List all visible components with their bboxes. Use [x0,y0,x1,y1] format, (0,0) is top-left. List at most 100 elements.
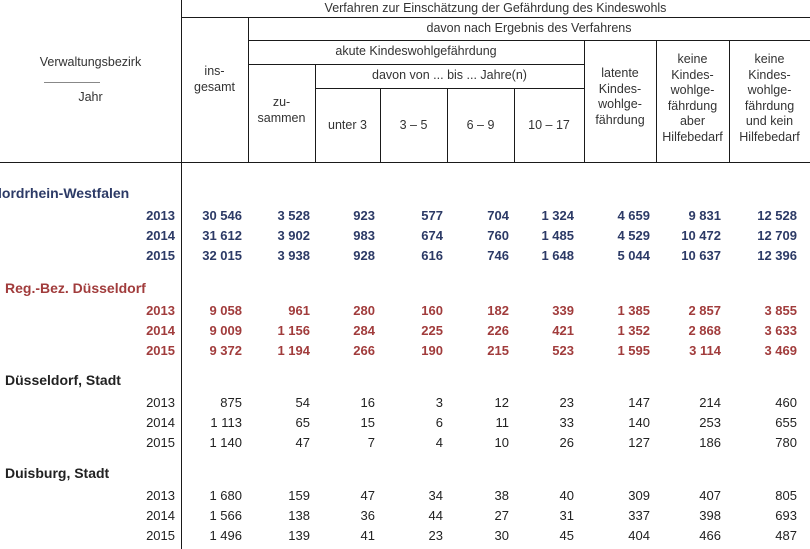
cell-value: 6 [435,415,443,430]
vline-9 [729,40,730,163]
cell-value: 577 [421,208,443,223]
vline-7 [584,40,585,163]
cell-value: 138 [288,508,310,523]
row-year: 2014 [146,508,175,523]
cell-value: 923 [353,208,375,223]
cell-value: 41 [360,528,375,543]
cell-value: 309 [628,488,650,503]
header-keine-kein: keine Kindes- wohlge- fährdung und kein … [739,52,800,144]
cell-value: 704 [487,208,509,223]
cell-value: 159 [288,488,310,503]
cell-value: 3 469 [764,343,797,358]
vline-2 [248,17,249,163]
cell-value: 31 612 [202,228,242,243]
cell-value: 47 [295,435,310,450]
cell-value: 1 566 [209,508,242,523]
cell-value: 9 058 [209,303,242,318]
row-year: 2014 [146,228,175,243]
vline-1 [181,0,182,163]
cell-value: 875 [220,395,242,410]
row-year: 2013 [146,208,175,223]
cell-value: 655 [775,415,797,430]
header-rule-akute [248,64,584,65]
cell-value: 27 [494,508,509,523]
cell-value: 140 [628,415,650,430]
vline-6 [514,88,515,163]
cell-value: 182 [487,303,509,318]
cell-value: 1 680 [209,488,242,503]
cell-value: 9 831 [688,208,721,223]
header-latente: latente Kindes- wohlge- fährdung [595,66,645,127]
cell-value: 215 [487,343,509,358]
cell-value: 961 [288,303,310,318]
cell-value: 2 857 [688,303,721,318]
cell-value: 4 [435,435,443,450]
cell-value: 12 [494,395,509,410]
cell-value: 23 [559,395,574,410]
cell-value: 1 156 [277,323,310,338]
cell-value: 3 633 [764,323,797,338]
header-rule-top [181,17,810,18]
row-year: 2015 [146,248,175,263]
cell-value: 2 868 [688,323,721,338]
cell-value: 65 [295,415,310,430]
cell-value: 1 194 [277,343,310,358]
table-row: 2014 31 612 3 902 983 674 760 1 485 4 529 10 472… [0,225,810,245]
row-year: 2013 [146,303,175,318]
cell-value: 983 [353,228,375,243]
cell-value: 139 [288,528,310,543]
cell-value: 5 044 [617,248,650,263]
cell-value: 339 [552,303,574,318]
row-year: 2014 [146,415,175,430]
cell-value: 1 496 [209,528,242,543]
cell-value: 487 [775,528,797,543]
cell-value: 34 [428,488,443,503]
header-keine-aber: keine Kindes- wohlge- fährdung aber Hilf… [662,52,723,144]
cell-value: 16 [360,395,375,410]
header-davon-jahre: davon von ... bis ... Jahre(n) [372,68,527,83]
cell-value: 45 [559,528,574,543]
row-year: 2015 [146,528,175,543]
cell-value: 421 [552,323,574,338]
cell-value: 214 [699,395,721,410]
table-row: 2015 32 015 3 938 928 616 746 1 648 5 044 10 637… [0,245,810,265]
header-jahr: Jahr [78,90,103,105]
cell-value: 1 385 [617,303,650,318]
cell-value: 7 [367,435,375,450]
cell-value: 12 709 [757,228,797,243]
cell-value: 186 [699,435,721,450]
cell-value: 54 [295,395,310,410]
cell-value: 674 [421,228,443,243]
cell-value: 160 [421,303,443,318]
cell-value: 1 485 [541,228,574,243]
cell-value: 44 [428,508,443,523]
vline-4 [380,88,381,163]
cell-value: 693 [775,508,797,523]
cell-value: 12 396 [757,248,797,263]
cell-value: 190 [421,343,443,358]
cell-value: 10 637 [681,248,721,263]
section-title: Reg.-Bez. Düsseldorf [5,280,146,296]
table-row: 2015 1 496 139 41 23 30 45 404 466 487 [0,525,810,545]
header-rule-ergebnis [248,40,810,41]
header-verwaltungsbezirk: Verwaltungsbezirk [39,55,142,70]
header-age-2: 3 – 5 [399,117,428,132]
cell-value: 3 [435,395,443,410]
cell-value: 47 [360,488,375,503]
cell-value: 407 [699,488,721,503]
header-bottom-rule [0,162,810,163]
cell-value: 1 648 [541,248,574,263]
cell-value: 9 009 [209,323,242,338]
table-row: 2013 875 54 16 3 12 23 147 214 460 [0,392,810,412]
cell-value: 337 [628,508,650,523]
cell-value: 280 [353,303,375,318]
cell-value: 523 [552,343,574,358]
cell-value: 1 595 [617,343,650,358]
cell-value: 266 [353,343,375,358]
stub-column-rule [181,163,182,549]
cell-value: 616 [421,248,443,263]
cell-value: 32 015 [202,248,242,263]
header-akute: akute Kindeswohlgefährdung [335,44,497,59]
cell-value: 225 [421,323,443,338]
cell-value: 30 [494,528,509,543]
